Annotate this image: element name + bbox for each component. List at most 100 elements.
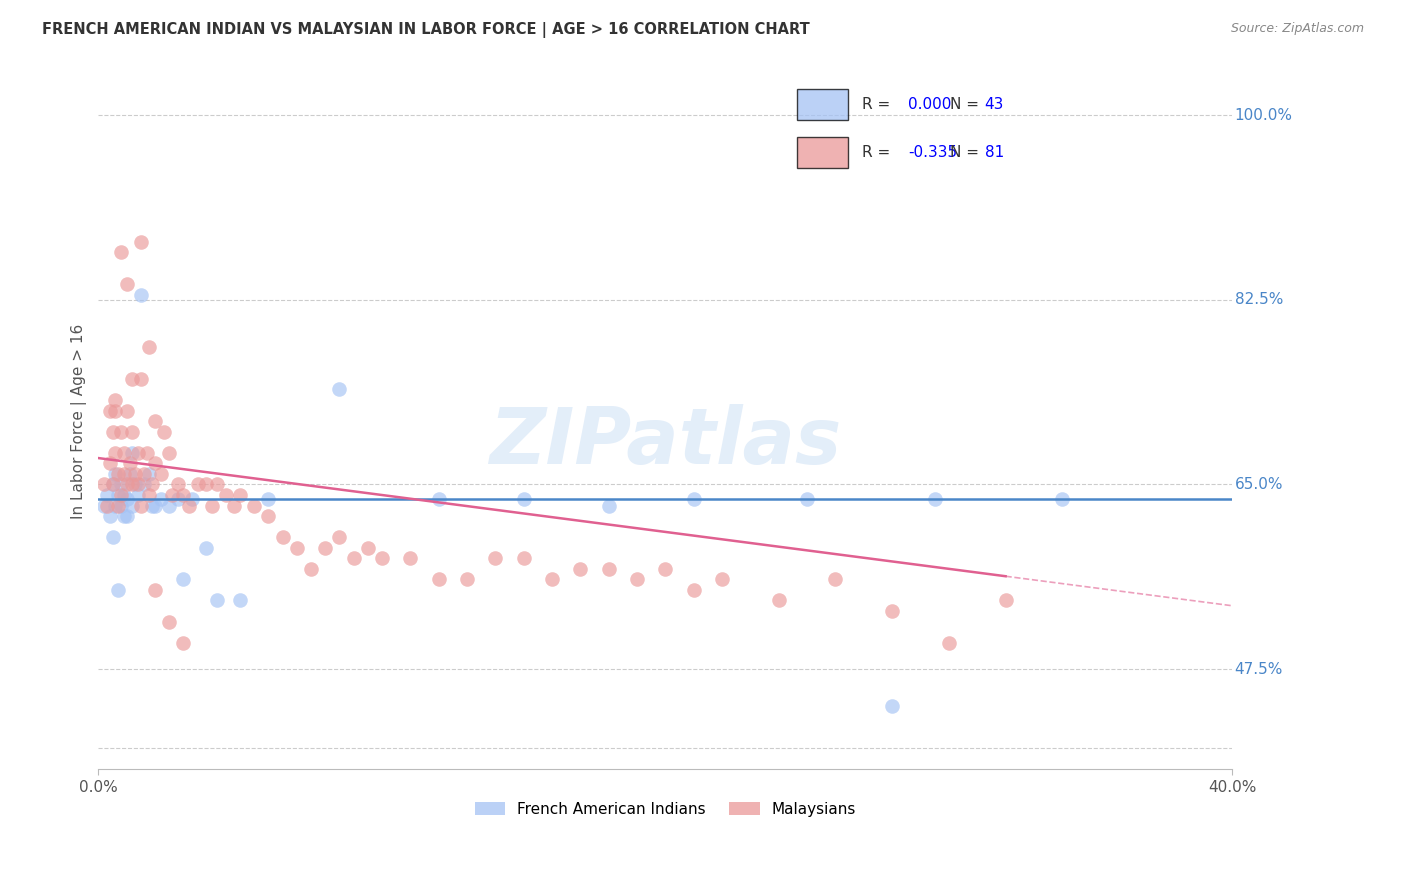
Point [598,499,620,513]
Point [143,499,166,513]
Point [172,636,194,650]
Point [224,499,246,513]
Point [215,488,238,502]
Point [104,499,127,513]
Point [124,467,146,481]
Point [229,593,252,607]
Point [342,551,364,566]
Point [121,372,143,386]
Point [107,582,129,597]
Point [229,488,252,502]
Point [112,488,135,502]
Text: N =: N = [950,145,979,161]
Point [257,492,280,507]
Point [796,492,818,507]
Point [127,446,149,460]
Point [187,477,209,491]
Point [112,467,135,481]
Point [135,446,157,460]
Point [129,235,152,249]
Point [101,477,124,491]
Text: FRENCH AMERICAN INDIAN VS MALAYSIAN IN LABOR FORCE | AGE > 16 CORRELATION CHART: FRENCH AMERICAN INDIAN VS MALAYSIAN IN L… [42,22,810,38]
Point [110,477,132,491]
Point [104,446,127,460]
Point [149,492,172,507]
Point [93,477,115,491]
Point [104,403,127,417]
Point [682,582,704,597]
Point [127,477,149,491]
Text: ZIPatlas: ZIPatlas [489,404,842,480]
Point [96,499,118,513]
Point [101,425,124,439]
Point [328,383,350,397]
Text: 65.0%: 65.0% [1234,477,1284,492]
Point [172,573,194,587]
Point [98,456,121,470]
Point [138,340,160,354]
Point [112,446,135,460]
Point [121,425,143,439]
Point [924,492,946,507]
Point [129,287,152,301]
Text: 81: 81 [984,145,1004,161]
Point [399,551,422,566]
Point [938,636,960,650]
Point [110,488,132,502]
Point [157,499,180,513]
Point [371,551,394,566]
Point [172,488,194,502]
Point [456,573,478,587]
Point [768,593,790,607]
Point [682,492,704,507]
Point [195,541,218,555]
Point [299,562,322,576]
Point [107,467,129,481]
Point [107,499,129,513]
Point [121,446,143,460]
Point [654,562,676,576]
Point [180,492,202,507]
Point [1052,492,1074,507]
Point [143,456,166,470]
Text: R =: R = [862,97,890,112]
Point [285,541,308,555]
Text: 0.000: 0.000 [908,97,952,112]
Point [152,425,174,439]
Point [143,414,166,428]
Point [118,456,141,470]
Point [157,615,180,629]
Text: Source: ZipAtlas.com: Source: ZipAtlas.com [1230,22,1364,36]
Point [112,509,135,524]
Point [124,477,146,491]
Text: 100.0%: 100.0% [1234,108,1292,123]
Point [93,499,115,513]
Point [824,573,846,587]
Point [201,499,224,513]
Point [121,477,143,491]
Point [110,245,132,260]
Point [115,509,138,524]
Point [98,403,121,417]
Point [121,499,143,513]
Point [166,477,188,491]
Point [110,499,132,513]
Legend: French American Indians, Malaysians: French American Indians, Malaysians [467,794,863,824]
Point [427,573,450,587]
Point [141,499,163,513]
Text: N =: N = [950,97,979,112]
Point [711,573,734,587]
Point [107,488,129,502]
Point [160,488,183,502]
Point [314,541,336,555]
Point [101,530,124,544]
Point [207,593,229,607]
Point [96,488,118,502]
Point [207,477,229,491]
Point [98,509,121,524]
Point [243,499,266,513]
Point [512,551,534,566]
Point [427,492,450,507]
Point [129,499,152,513]
Y-axis label: In Labor Force | Age > 16: In Labor Force | Age > 16 [72,324,87,519]
